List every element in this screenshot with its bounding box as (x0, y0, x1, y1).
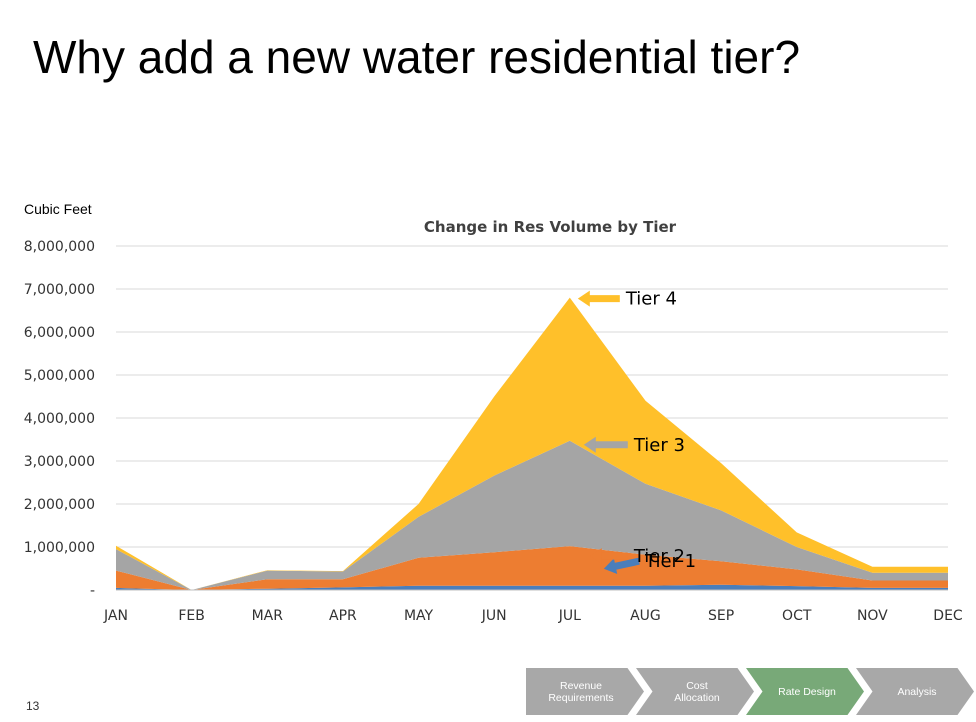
x-tick-label-apr: APR (329, 608, 357, 624)
chart-title: Change in Res Volume by Tier (424, 218, 677, 236)
x-tick-label-jun: JUN (481, 608, 507, 624)
area-tier-1 (116, 584, 948, 590)
slide-title: Why add a new water residential tier? (33, 31, 801, 83)
annotation-label: Tier 2 (633, 546, 685, 567)
y-tick-label: 6,000,000 (24, 325, 95, 341)
y-tick-label: 1,000,000 (24, 540, 95, 556)
step-revenue-requirements[interactable]: Revenue Requirements (526, 668, 644, 715)
y-tick-label: - (90, 583, 95, 599)
x-tick-labels: JAN FEB MAR APR MAY JUN JUL AUG SEP OCT NOV DEC (103, 608, 963, 624)
annotation-label: Tier 4 (625, 289, 677, 310)
step-rate-design[interactable]: Rate Design (746, 668, 864, 715)
annotation-tier-4: Tier 4 (577, 289, 677, 310)
y-tick-label: 8,000,000 (24, 239, 95, 255)
y-axis-unit-label: Cubic Feet (24, 201, 92, 217)
page-number: 13 (26, 699, 40, 713)
step-cost-allocation[interactable]: Cost Allocation (636, 668, 754, 715)
annotation-tier-1: Tier 1 (603, 551, 696, 575)
step-analysis[interactable]: Analysis (856, 668, 974, 715)
x-tick-label-sep: SEP (708, 608, 734, 624)
y-tick-label: 3,000,000 (24, 454, 95, 470)
arrow-shaft (610, 557, 640, 571)
stacked-area-chart: Change in Res Volume by Tier - 1,000,000 2… (24, 218, 963, 624)
x-tick-label-dec: DEC (933, 608, 963, 624)
y-tick-label: 7,000,000 (24, 282, 95, 298)
x-tick-label-feb: FEB (178, 608, 205, 624)
y-tick-label: 2,000,000 (24, 497, 95, 513)
x-tick-label-nov: NOV (857, 608, 888, 624)
y-tick-label: 4,000,000 (24, 411, 95, 427)
x-tick-label-oct: OCT (782, 608, 812, 624)
annotation-tier-2: Tier 2 (589, 546, 685, 567)
arrow-head (589, 548, 602, 565)
process-navigation: Revenue Requirements Cost Allocation Rat… (526, 668, 976, 715)
y-tick-labels: - 1,000,000 2,000,000 3,000,000 4,000,000 5,0… (24, 239, 95, 599)
arrow-head (603, 558, 618, 575)
x-tick-label-aug: AUG (630, 608, 661, 624)
annotation-label: Tier 3 (633, 435, 685, 456)
area-series (116, 297, 948, 590)
area-tier-2 (116, 546, 948, 590)
x-tick-label-mar: MAR (252, 608, 284, 624)
annotation-tier-3: Tier 3 (583, 435, 685, 456)
x-tick-label-jul: JUL (558, 608, 581, 624)
y-tick-label: 5,000,000 (24, 368, 95, 384)
annotation-label: Tier 1 (644, 551, 696, 572)
area-tier-3 (116, 440, 948, 590)
arrow-head (583, 436, 596, 453)
area-tier-4 (116, 297, 948, 590)
x-tick-label-jan: JAN (103, 608, 128, 624)
x-tick-label-may: MAY (404, 608, 434, 624)
arrow-head (577, 290, 590, 307)
